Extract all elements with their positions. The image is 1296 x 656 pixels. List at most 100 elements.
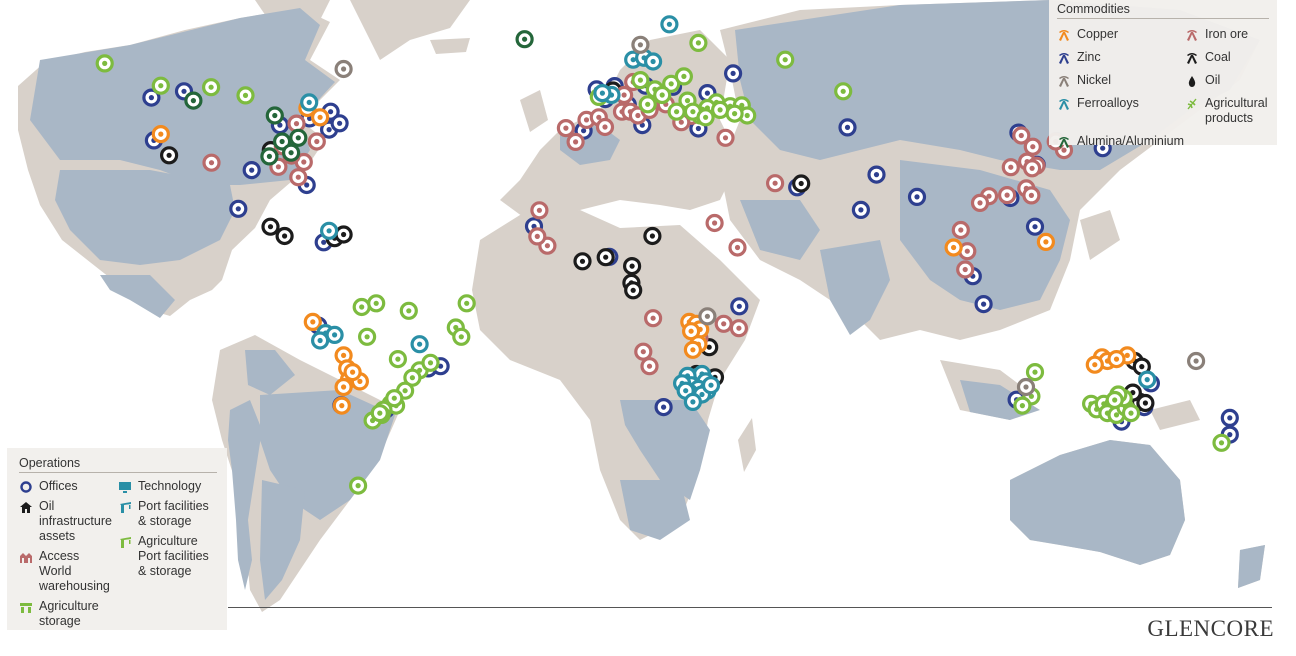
marker-icon bbox=[649, 233, 656, 239]
marker-icon bbox=[295, 135, 301, 141]
marker-icon bbox=[844, 124, 851, 130]
marker-icon bbox=[964, 248, 970, 254]
marker-icon bbox=[1043, 239, 1049, 245]
marker-icon bbox=[717, 107, 723, 113]
marker-icon bbox=[1193, 358, 1199, 364]
marker-icon bbox=[326, 228, 332, 234]
marker-icon bbox=[688, 328, 694, 334]
marker-icon bbox=[704, 90, 711, 96]
operations-legend-column-left: Offices Oil infrastructure assets Access W… bbox=[19, 479, 112, 629]
marker-icon bbox=[427, 360, 434, 366]
crane-icon bbox=[119, 537, 131, 548]
legend-item-agriculture-port-facilities-storage: Agriculture Port facilities & storage bbox=[118, 534, 217, 579]
marker-icon bbox=[1142, 400, 1148, 406]
operations-legend-column-right: Technology Port facilities & storage Agric… bbox=[118, 479, 217, 629]
marker-icon bbox=[1032, 369, 1038, 375]
marker-icon bbox=[798, 180, 804, 187]
marker-icon bbox=[684, 98, 691, 104]
marker-icon bbox=[332, 332, 338, 338]
marker-icon bbox=[1019, 403, 1025, 409]
marker-icon bbox=[314, 138, 320, 145]
marker-icon bbox=[458, 334, 464, 340]
marker-icon bbox=[364, 334, 370, 340]
legend-item-zinc: Zinc bbox=[1057, 50, 1185, 65]
marker-icon bbox=[599, 90, 606, 96]
legend-label: Coal bbox=[1205, 50, 1231, 64]
marker-icon bbox=[341, 384, 347, 390]
legend-label: Access World warehousing bbox=[39, 549, 110, 593]
marker-icon bbox=[668, 81, 674, 87]
marker-icon bbox=[1092, 362, 1098, 368]
pickaxe-icon bbox=[1059, 53, 1069, 64]
marker-icon bbox=[573, 139, 579, 145]
marker-icon bbox=[1144, 377, 1150, 383]
marker-icon bbox=[674, 109, 680, 115]
legend-label: Offices bbox=[39, 479, 78, 493]
marker-icon bbox=[596, 114, 602, 120]
marker-icon bbox=[635, 112, 641, 119]
marker-icon bbox=[464, 300, 470, 306]
operations-legend: Operations Offices Oil infrastructure ass… bbox=[7, 448, 227, 630]
pickaxe-icon bbox=[1187, 53, 1197, 64]
marker-icon bbox=[646, 363, 653, 369]
marker-icon bbox=[721, 321, 727, 327]
marker-icon bbox=[858, 207, 864, 213]
legend-item-technology: Technology bbox=[118, 479, 217, 494]
building-icon bbox=[20, 502, 32, 513]
marker-icon bbox=[683, 388, 689, 394]
marker-icon bbox=[712, 220, 718, 226]
marker-icon bbox=[304, 182, 310, 188]
monitor-icon bbox=[118, 482, 131, 493]
marker-icon bbox=[377, 410, 383, 416]
marker-icon bbox=[681, 73, 687, 79]
marker-icon bbox=[158, 131, 164, 137]
marker-icon bbox=[235, 206, 241, 212]
marker-icon bbox=[534, 233, 540, 239]
marker-icon bbox=[678, 119, 684, 125]
marker-icon bbox=[958, 227, 964, 233]
commodities-legend-title: Commodities bbox=[1057, 2, 1269, 19]
marker-icon bbox=[659, 92, 665, 98]
marker-icon bbox=[158, 83, 164, 89]
marker-icon bbox=[736, 325, 742, 331]
marker-icon bbox=[166, 152, 172, 158]
marker-icon bbox=[637, 77, 644, 83]
legend-item-oil: Oil bbox=[1185, 73, 1271, 88]
legend-label: Zinc bbox=[1077, 50, 1101, 64]
marker-icon bbox=[1008, 164, 1014, 170]
legend-label: Agriculture Port facilities & storage bbox=[137, 534, 209, 578]
marker-icon bbox=[301, 159, 307, 165]
marker-icon bbox=[282, 233, 288, 239]
legend-label: Nickel bbox=[1077, 73, 1112, 87]
glencore-logo: GLENCORE bbox=[1147, 616, 1274, 641]
pickaxe-icon bbox=[1059, 137, 1069, 148]
marker-icon bbox=[208, 84, 214, 90]
marker-icon bbox=[341, 231, 347, 238]
marker-icon bbox=[321, 239, 327, 245]
marker-icon bbox=[640, 349, 646, 355]
marker-icon bbox=[583, 117, 590, 123]
marker-icon bbox=[977, 200, 983, 206]
operations-legend-title: Operations bbox=[19, 456, 217, 473]
marker-icon bbox=[1113, 412, 1120, 418]
legend-label: Port facilities & storage bbox=[137, 499, 209, 528]
marker-icon bbox=[181, 88, 187, 94]
marker-icon bbox=[699, 391, 705, 398]
marker-icon bbox=[704, 313, 711, 319]
marker-icon bbox=[536, 207, 543, 213]
legend-label: Ferroalloys bbox=[1077, 96, 1139, 110]
marker-icon bbox=[522, 36, 528, 42]
marker-icon bbox=[708, 382, 714, 388]
marker-icon bbox=[661, 404, 667, 410]
marker-icon bbox=[986, 193, 992, 199]
marker-icon bbox=[1032, 224, 1038, 230]
marker-icon bbox=[409, 375, 415, 381]
legend-item-coal: Coal bbox=[1185, 50, 1271, 65]
pickaxe-icon bbox=[1059, 99, 1069, 110]
legend-label: Alumina/Aluminium bbox=[1077, 134, 1184, 148]
marker-icon bbox=[1030, 144, 1036, 150]
legend-label: Copper bbox=[1077, 27, 1118, 41]
ring-icon bbox=[20, 481, 32, 493]
marker-icon bbox=[650, 58, 656, 65]
legend-item-ferroalloys: Ferroalloys bbox=[1057, 96, 1185, 126]
